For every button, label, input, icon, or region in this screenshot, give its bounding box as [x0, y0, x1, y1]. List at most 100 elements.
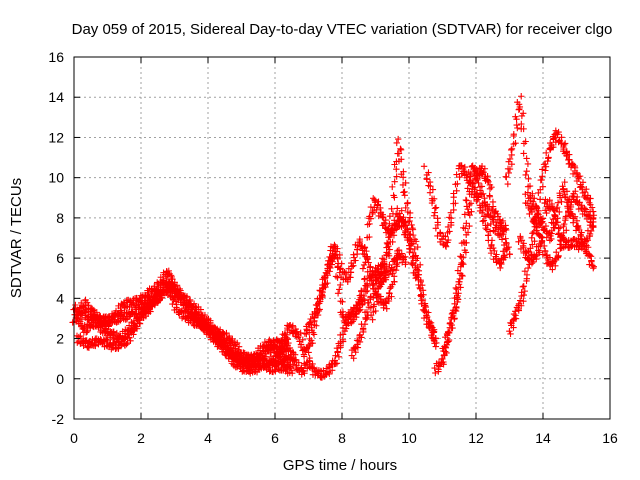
- data-point: [210, 331, 217, 338]
- data-point: [233, 350, 240, 358]
- data-point: [552, 134, 559, 141]
- data-point: [432, 335, 439, 342]
- data-point: [522, 190, 529, 198]
- data-point: [273, 361, 280, 368]
- data-point: [350, 254, 358, 261]
- data-point: [551, 207, 559, 215]
- data-point: [305, 349, 312, 356]
- data-point: [125, 322, 133, 329]
- data-point: [525, 195, 532, 202]
- data-point: [190, 315, 198, 323]
- data-point: [529, 230, 536, 237]
- data-point: [556, 192, 564, 199]
- data-point: [500, 252, 508, 260]
- data-point: [582, 206, 590, 213]
- data-point: [583, 186, 590, 193]
- data-point: [334, 274, 341, 281]
- data-point: [445, 338, 452, 345]
- data-point: [536, 196, 544, 203]
- data-point: [416, 261, 424, 269]
- data-point: [463, 170, 470, 178]
- data-point: [432, 343, 439, 350]
- data-point: [558, 198, 565, 205]
- data-point: [306, 357, 313, 364]
- data-point: [521, 267, 529, 275]
- data-point: [322, 280, 329, 288]
- data-point: [423, 176, 431, 183]
- data-point: [544, 157, 551, 165]
- data-point: [566, 211, 573, 219]
- data-point: [369, 316, 376, 323]
- data-point: [425, 182, 432, 189]
- data-point: [552, 213, 559, 220]
- data-point: [564, 203, 571, 210]
- data-point: [474, 196, 481, 203]
- data-point: [529, 198, 537, 205]
- data-point: [559, 183, 566, 190]
- data-point: [543, 252, 550, 260]
- y-tick-label: 8: [56, 210, 64, 226]
- data-point: [373, 206, 380, 213]
- data-point: [123, 340, 130, 348]
- data-point: [520, 298, 527, 305]
- data-point: [377, 262, 384, 269]
- x-tick-label: 10: [401, 430, 417, 446]
- data-point: [85, 338, 93, 346]
- data-point: [523, 271, 531, 279]
- data-point: [537, 176, 544, 184]
- data-point: [388, 205, 395, 212]
- data-point: [380, 304, 387, 312]
- data-point: [480, 168, 487, 176]
- data-point: [192, 310, 199, 317]
- data-point: [513, 121, 520, 129]
- data-point: [453, 303, 460, 311]
- data-point: [539, 173, 546, 180]
- chart-title: Day 059 of 2015, Sidereal Day-to-day VTE…: [72, 21, 613, 38]
- data-point: [474, 176, 481, 184]
- data-point: [444, 328, 452, 335]
- data-point: [470, 194, 478, 201]
- data-point: [418, 300, 425, 307]
- data-point: [363, 280, 371, 287]
- data-point: [307, 315, 314, 323]
- data-point: [546, 145, 553, 152]
- data-point: [561, 178, 568, 186]
- data-point: [556, 208, 563, 216]
- data-point: [539, 234, 546, 241]
- data-point: [366, 233, 373, 241]
- data-point: [394, 205, 401, 212]
- data-point: [80, 342, 87, 349]
- data-point: [284, 336, 291, 343]
- data-point: [544, 256, 552, 264]
- data-point: [332, 352, 339, 359]
- data-point: [321, 281, 328, 288]
- data-point: [520, 110, 527, 117]
- x-tick-label: 2: [137, 430, 145, 446]
- data-point: [455, 290, 462, 297]
- x-tick-label: 16: [602, 430, 618, 446]
- data-point: [318, 368, 325, 375]
- data-point: [306, 342, 313, 350]
- data-point: [326, 370, 333, 378]
- data-point: [458, 272, 465, 279]
- data-point: [181, 298, 188, 306]
- data-point: [531, 220, 538, 227]
- data-point: [491, 247, 498, 255]
- data-point: [525, 175, 532, 183]
- data-point: [272, 357, 279, 365]
- data-point: [464, 205, 472, 213]
- data-point: [579, 179, 587, 186]
- data-point: [581, 205, 588, 212]
- data-point: [360, 261, 368, 269]
- data-point: [391, 278, 398, 286]
- data-point: [313, 322, 320, 329]
- data-point: [575, 175, 582, 183]
- data-point: [124, 302, 131, 310]
- data-point: [182, 304, 190, 312]
- data-point: [352, 343, 360, 351]
- data-point: [563, 227, 570, 234]
- data-point: [227, 345, 235, 352]
- data-point: [515, 300, 523, 307]
- data-point: [337, 344, 344, 351]
- data-point: [529, 241, 536, 248]
